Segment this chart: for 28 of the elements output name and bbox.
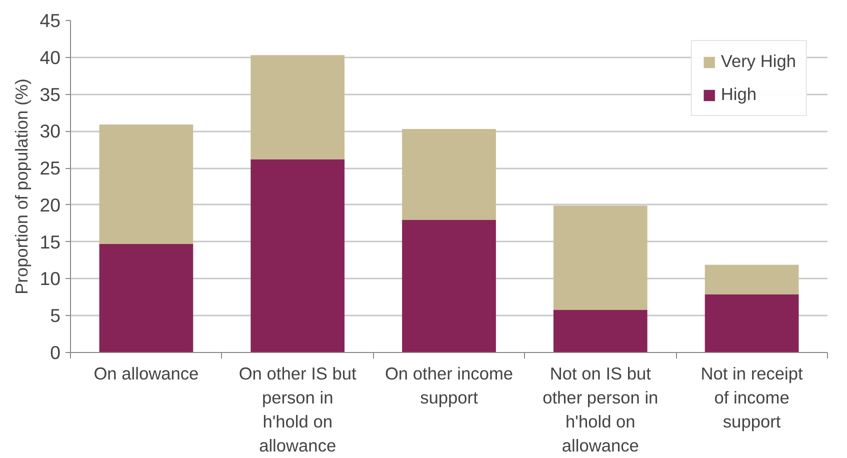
bar [553, 206, 648, 310]
x-tick-label: Not in receipt of income support [700, 364, 804, 432]
y-tick-label: 35 [40, 84, 61, 105]
legend-label: Very High [720, 51, 796, 72]
bar [250, 159, 345, 352]
bar [704, 264, 799, 294]
x-tick-label: On allowance [94, 364, 199, 384]
y-tick-label: 20 [40, 194, 61, 216]
bar [402, 128, 496, 220]
y-tick-label: 25 [40, 158, 61, 179]
bar [553, 310, 648, 352]
y-axis-title: Proportion of population (%) [12, 78, 32, 294]
y-tick-label: 0 [50, 342, 61, 363]
bar [250, 55, 345, 160]
bar [99, 244, 194, 352]
x-tick-label: On other income support [384, 364, 514, 408]
bar [99, 124, 194, 244]
bar [402, 220, 496, 352]
y-tick-label: 10 [40, 268, 61, 290]
bar [704, 294, 799, 352]
y-tick-label: 15 [40, 231, 61, 252]
legend-label: High [720, 84, 756, 105]
y-tick-label: 40 [40, 46, 61, 68]
y-tick-label: 30 [40, 120, 61, 142]
y-tick-label: 5 [50, 305, 61, 326]
y-tick-label: 45 [40, 10, 61, 31]
x-tick-label: On other IS but person in h'hold on allowance [238, 364, 357, 456]
x-tick-label: Not on IS but other person in h'hold on allowance [542, 364, 658, 456]
